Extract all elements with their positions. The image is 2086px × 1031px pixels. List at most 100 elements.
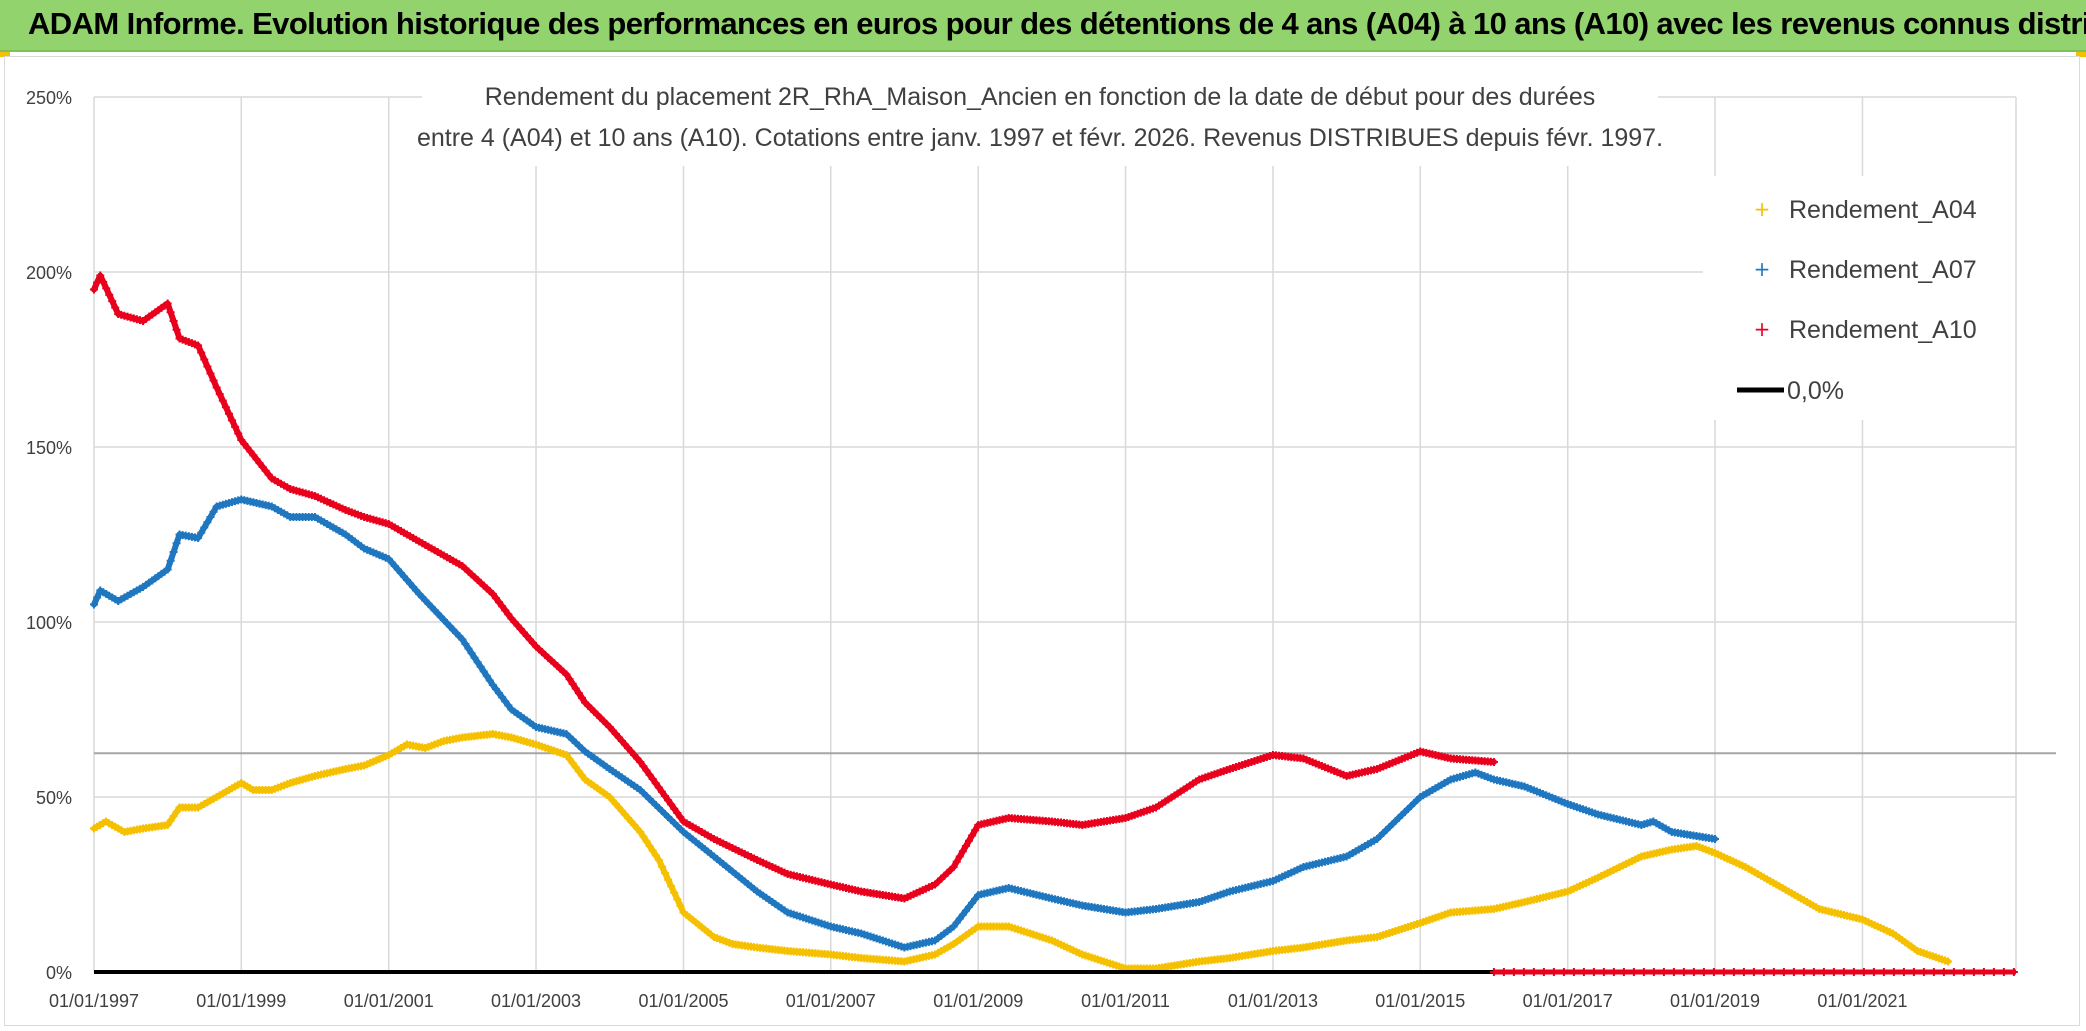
data-point bbox=[667, 800, 676, 809]
data-point bbox=[1709, 968, 1718, 976]
data-point bbox=[169, 812, 178, 821]
data-point bbox=[1999, 968, 2008, 976]
data-point bbox=[90, 600, 98, 609]
data-point bbox=[1989, 968, 1998, 976]
data-point bbox=[1679, 968, 1688, 976]
chart-subtitle: Rendement du placement 2R_RhA_Maison_Anc… bbox=[417, 74, 1663, 166]
data-point bbox=[1879, 968, 1888, 976]
x-tick-label: 01/01/2015 bbox=[1375, 991, 1465, 1011]
data-point bbox=[1599, 968, 1608, 976]
data-point bbox=[461, 640, 470, 649]
data-point bbox=[1519, 968, 1528, 976]
data-point bbox=[476, 662, 485, 671]
data-point bbox=[215, 390, 224, 399]
data-point bbox=[568, 679, 577, 688]
data-point bbox=[657, 862, 666, 871]
data-point bbox=[495, 598, 504, 607]
data-point bbox=[194, 341, 203, 350]
data-point bbox=[1819, 968, 1828, 976]
data-point bbox=[2009, 968, 2018, 976]
data-point bbox=[218, 396, 227, 405]
data-point bbox=[166, 308, 175, 317]
data-point bbox=[636, 758, 645, 766]
x-tick-label: 01/01/2019 bbox=[1670, 991, 1760, 1011]
data-point bbox=[568, 759, 577, 768]
data-point bbox=[1569, 968, 1578, 976]
data-point bbox=[562, 670, 571, 679]
data-point bbox=[1909, 968, 1918, 976]
data-point bbox=[1749, 968, 1758, 976]
x-tick-label: 01/01/2001 bbox=[344, 991, 434, 1011]
banner-title: ADAM Informe. Evolution historique des p… bbox=[28, 6, 2086, 41]
data-point bbox=[1529, 968, 1538, 976]
data-point bbox=[108, 297, 117, 306]
data-point bbox=[642, 766, 651, 775]
data-point bbox=[467, 649, 476, 658]
data-point bbox=[200, 355, 209, 364]
data-point bbox=[670, 804, 679, 813]
data-point bbox=[577, 693, 586, 702]
data-point bbox=[479, 667, 488, 676]
x-tick-label: 01/01/2013 bbox=[1228, 991, 1318, 1011]
data-point bbox=[491, 594, 500, 603]
data-point bbox=[1939, 968, 1948, 976]
right-corner-mark bbox=[2076, 52, 2086, 57]
data-point bbox=[1959, 968, 1968, 976]
data-point bbox=[1699, 968, 1708, 976]
subtitle-line-2: entre 4 (A04) et 10 ans (A10). Cotations… bbox=[417, 124, 1663, 152]
x-tick-label: 01/01/2009 bbox=[933, 991, 1023, 1011]
data-point bbox=[654, 856, 663, 864]
data-point bbox=[1779, 968, 1788, 976]
subtitle-background bbox=[422, 74, 1658, 166]
x-tick-label: 01/01/2017 bbox=[1523, 991, 1613, 1011]
data-point bbox=[1489, 758, 1498, 766]
left-corner-mark bbox=[0, 52, 10, 57]
data-point bbox=[971, 826, 980, 835]
data-point bbox=[651, 851, 660, 860]
data-point bbox=[1949, 968, 1958, 976]
y-tick-label: 150% bbox=[26, 438, 72, 458]
data-point bbox=[166, 556, 175, 565]
data-point bbox=[1839, 968, 1848, 976]
data-point bbox=[952, 857, 961, 866]
x-tick-label: 01/01/2011 bbox=[1081, 991, 1170, 1011]
data-point bbox=[651, 779, 660, 788]
data-point bbox=[661, 869, 670, 878]
data-point bbox=[949, 863, 958, 871]
data-point bbox=[1539, 968, 1548, 976]
data-point bbox=[1869, 968, 1878, 976]
x-axis: 01/01/1997 01/01/1999 01/01/2001 01/01/2003… bbox=[49, 991, 1908, 1011]
legend: + Rendement_A04 + Rendement_A07 + Rendem… bbox=[1703, 176, 2015, 420]
legend-marker-a10: + bbox=[1754, 317, 1771, 341]
legend-marker-a04: + bbox=[1754, 197, 1771, 221]
data-point bbox=[504, 701, 513, 710]
data-point bbox=[565, 755, 574, 764]
legend-label-a04: Rendement_A04 bbox=[1789, 196, 1977, 224]
data-point bbox=[1629, 968, 1638, 976]
data-point bbox=[194, 534, 203, 542]
data-point bbox=[1969, 968, 1978, 976]
data-point bbox=[498, 693, 507, 702]
legend-label-a10: Rendement_A10 bbox=[1789, 316, 1977, 344]
data-point bbox=[458, 635, 467, 644]
data-point bbox=[958, 847, 967, 856]
data-point bbox=[961, 842, 970, 850]
data-point bbox=[488, 590, 497, 598]
data-point bbox=[636, 828, 645, 836]
series-rendement-a10 bbox=[90, 271, 1498, 903]
data-point bbox=[645, 770, 654, 779]
data-point bbox=[172, 807, 181, 816]
data-point bbox=[473, 658, 482, 667]
data-point bbox=[221, 403, 230, 412]
data-point bbox=[200, 523, 209, 532]
data-point bbox=[197, 348, 206, 357]
data-point bbox=[482, 671, 491, 680]
data-point bbox=[648, 846, 657, 855]
data-point bbox=[485, 676, 494, 685]
data-point bbox=[1559, 968, 1568, 976]
data-point bbox=[206, 513, 215, 521]
data-point bbox=[228, 416, 237, 425]
data-point bbox=[464, 644, 473, 653]
data-point bbox=[645, 842, 654, 850]
data-point bbox=[1739, 968, 1748, 976]
